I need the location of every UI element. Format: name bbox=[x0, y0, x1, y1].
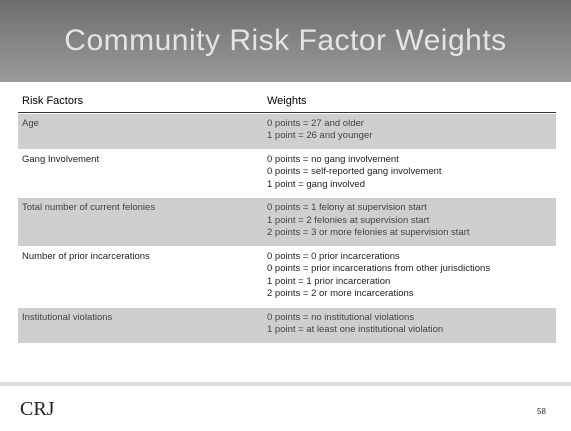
table: Risk Factors Weights Age 0 points = 27 an… bbox=[18, 90, 556, 343]
table-row: Total number of current felonies 0 points… bbox=[18, 197, 556, 246]
risk-factor: Gang Involvement bbox=[22, 153, 100, 165]
table-row: Number of prior incarcerations 0 points =… bbox=[18, 245, 556, 307]
weight-line: 1 point = gang involved bbox=[267, 178, 365, 190]
weight-line: 0 points = no gang involvement bbox=[267, 153, 399, 165]
logo: CRJ bbox=[20, 398, 55, 420]
weight-line: 2 points = 2 or more incarcerations bbox=[267, 288, 414, 299]
weight-line: 1 point = at least one institutional vio… bbox=[267, 324, 444, 335]
weights-cell: 0 points = 1 felony at supervision start… bbox=[267, 202, 556, 240]
weights-cell: 0 points = no gang involvement 0 points =… bbox=[267, 154, 556, 192]
column-header: Weights bbox=[267, 95, 307, 107]
slide-title: Community Risk Factor Weights bbox=[0, 0, 571, 82]
risk-factor: Institutional violations bbox=[22, 311, 113, 323]
footer-rule bbox=[0, 382, 571, 386]
weight-line: 2 points = 3 or more felonies at supervi… bbox=[267, 227, 470, 238]
header-row: Risk Factors Weights bbox=[18, 90, 556, 113]
risk-factor: Number of prior incarcerations bbox=[22, 250, 150, 262]
weights-cell: 0 points = 27 and older 1 point = 26 and … bbox=[267, 118, 556, 143]
page-number: 58 bbox=[537, 407, 546, 416]
weight-line: 0 points = no institutional violations bbox=[267, 311, 415, 323]
weight-line: 1 point = 26 and younger bbox=[267, 130, 373, 141]
table-row: Institutional violations 0 points = no in… bbox=[18, 306, 556, 343]
weight-line: 1 point = 2 felonies at supervision star… bbox=[267, 214, 430, 226]
risk-factor: Age bbox=[22, 117, 39, 129]
column-header: Risk Factors bbox=[22, 95, 84, 107]
table-row: Age 0 points = 27 and older 1 point = 26 a… bbox=[18, 112, 556, 149]
weight-line: 0 points = self-reported gang involvemen… bbox=[267, 166, 442, 177]
weight-line: 0 points = 1 felony at supervision start bbox=[267, 202, 427, 213]
table-row: Gang Involvement 0 points = no gang invol… bbox=[18, 148, 556, 198]
risk-factor: Total number of current felonies bbox=[22, 202, 156, 213]
weight-line: 0 points = 27 and older bbox=[267, 117, 364, 129]
weight-line: 0 points = 0 prior incarcerations bbox=[267, 250, 400, 262]
weight-line: 0 points = prior incarcerations from oth… bbox=[267, 263, 491, 274]
weight-line: 1 point = 1 prior incarceration bbox=[267, 275, 391, 287]
weights-cell: 0 points = 0 prior incarcerations 0 point… bbox=[267, 251, 556, 301]
weights-cell: 0 points = no institutional violations 1 … bbox=[267, 312, 556, 337]
